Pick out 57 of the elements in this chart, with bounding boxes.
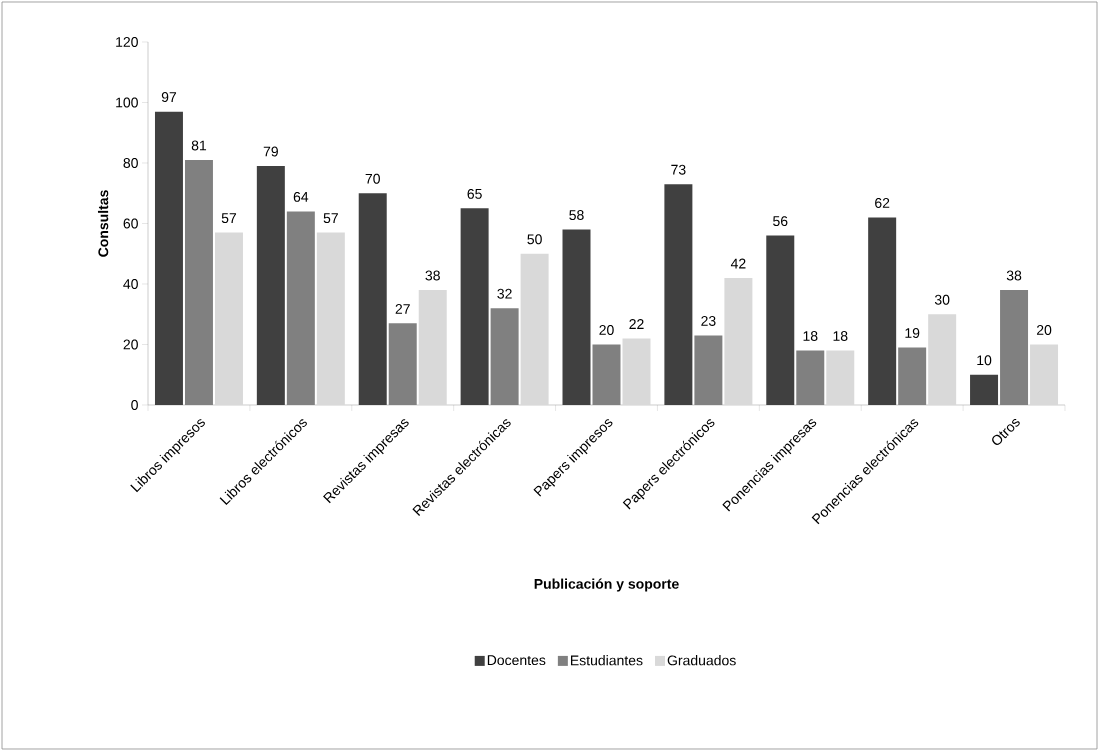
bar	[562, 229, 591, 405]
data-label: 18	[833, 331, 848, 342]
data-label: 56	[773, 216, 788, 227]
data-label: 19	[905, 328, 920, 338]
data-label: 62	[875, 197, 890, 208]
data-label: 58	[569, 210, 584, 221]
data-label: 10	[977, 355, 992, 366]
data-label: 23	[701, 315, 716, 326]
y-tick-label: 100	[116, 97, 138, 108]
data-label: 70	[365, 173, 380, 184]
data-label: 18	[803, 331, 818, 342]
data-label: 30	[934, 294, 950, 305]
data-label: 73	[671, 164, 686, 175]
bar	[724, 277, 753, 405]
data-label: 97	[161, 92, 177, 103]
data-label: 32	[497, 288, 512, 299]
bar	[766, 235, 795, 405]
bar	[1030, 344, 1059, 405]
bar	[214, 232, 243, 405]
data-label: 64	[293, 191, 309, 202]
bar	[520, 253, 549, 405]
y-tick-label: 60	[123, 218, 138, 229]
bar	[316, 232, 345, 405]
bar	[826, 350, 855, 405]
data-label: 57	[323, 213, 338, 224]
x-axis-title: Publicación y soporte	[534, 578, 679, 592]
data-label: 38	[425, 270, 440, 281]
data-label: 27	[395, 304, 410, 314]
y-tick-label: 120	[116, 37, 138, 47]
data-label: 50	[527, 234, 542, 245]
data-label: 20	[599, 325, 614, 335]
bar	[154, 111, 183, 405]
legend-label: Estudiantes	[571, 655, 643, 666]
data-label: 81	[191, 140, 207, 151]
bar	[460, 208, 489, 405]
y-tick-label: 0	[131, 400, 138, 410]
legend-label: Graduados	[667, 655, 736, 666]
data-label: 20	[1036, 325, 1052, 335]
bar	[622, 338, 651, 405]
data-label: 65	[467, 188, 482, 199]
bar	[418, 290, 447, 405]
data-label: 79	[263, 146, 278, 157]
bar	[868, 217, 897, 405]
y-tick-label: 20	[123, 339, 138, 350]
bar	[664, 184, 693, 405]
bar	[358, 193, 387, 405]
y-tick-label: 40	[123, 279, 138, 289]
bar	[970, 374, 999, 405]
data-label: 42	[730, 258, 746, 269]
data-label: 57	[221, 213, 237, 224]
y-tick-label: 80	[123, 158, 138, 168]
data-label: 38	[1006, 270, 1022, 281]
bar	[928, 314, 957, 405]
bar	[256, 166, 285, 405]
y-axis-title: Consultas	[97, 190, 109, 257]
data-label: 22	[629, 319, 644, 329]
legend-label: Docentes	[487, 655, 546, 666]
